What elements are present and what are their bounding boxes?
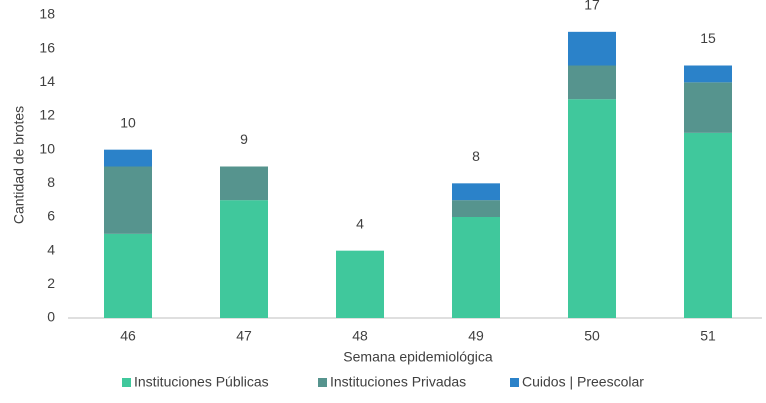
y-tick-label: 18 <box>39 6 55 22</box>
bar-segment <box>452 200 500 217</box>
legend-swatch <box>122 378 131 387</box>
bar-segment <box>220 166 268 201</box>
bar-segment <box>104 166 152 234</box>
total-label: 17 <box>584 0 600 13</box>
bar-segment <box>104 233 152 318</box>
x-tick-label: 47 <box>236 328 252 344</box>
legend-label: Instituciones Privadas <box>330 374 466 390</box>
x-tick-label: 50 <box>584 328 600 344</box>
bar-segment <box>220 200 268 318</box>
y-tick-label: 10 <box>39 140 55 156</box>
legend-swatch <box>510 378 519 387</box>
x-tick-label: 49 <box>468 328 484 344</box>
x-tick-label: 51 <box>700 328 716 344</box>
bar-segment <box>568 99 616 319</box>
y-tick-label: 4 <box>47 241 55 257</box>
total-label: 8 <box>472 148 480 164</box>
bar-segment <box>684 65 732 83</box>
y-tick-label: 16 <box>39 39 55 55</box>
y-tick-label: 0 <box>47 309 55 325</box>
legend-label: Cuidos | Preescolar <box>522 374 644 390</box>
legend-label: Instituciones Públicas <box>134 374 269 390</box>
total-label: 4 <box>356 215 364 231</box>
y-tick-label: 8 <box>47 174 55 190</box>
x-tick-label: 46 <box>120 328 136 344</box>
x-axis-label: Semana epidemiológica <box>343 349 493 365</box>
bar-segment <box>452 217 500 318</box>
y-axis-label: Cantidad de brotes <box>11 106 27 224</box>
total-label: 15 <box>700 30 716 46</box>
bar-segment <box>336 250 384 318</box>
x-tick-label: 48 <box>352 328 368 344</box>
y-tick-label: 6 <box>47 208 55 224</box>
total-label: 10 <box>120 114 136 130</box>
bar-segment <box>104 149 152 167</box>
bar-segment <box>568 31 616 66</box>
y-tick-label: 2 <box>47 275 55 291</box>
bar-segment <box>684 82 732 133</box>
total-label: 9 <box>240 131 248 147</box>
bar-segment <box>452 183 500 201</box>
legend-swatch <box>318 378 327 387</box>
y-tick-label: 12 <box>39 107 55 123</box>
bar-segment <box>684 132 732 318</box>
bar-segment <box>568 65 616 100</box>
y-tick-label: 14 <box>39 73 55 89</box>
